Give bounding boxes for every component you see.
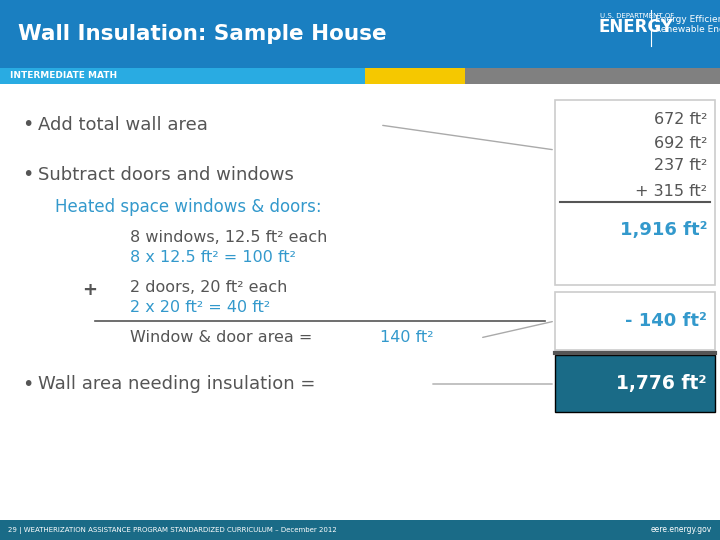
Text: Window & door area =: Window & door area =: [130, 330, 318, 346]
Text: + 315 ft²: + 315 ft²: [635, 184, 707, 199]
Text: Heated space windows & doors:: Heated space windows & doors:: [55, 198, 322, 216]
Bar: [365, 68, 465, 84]
Text: 672 ft²: 672 ft²: [654, 112, 707, 127]
Text: 8 windows, 12.5 ft² each: 8 windows, 12.5 ft² each: [130, 231, 328, 246]
Text: Energy Efficiency &: Energy Efficiency &: [655, 15, 720, 24]
Bar: [465, 68, 720, 84]
Text: - 140 ft²: - 140 ft²: [625, 312, 707, 330]
Text: 237 ft²: 237 ft²: [654, 159, 707, 173]
Text: 692 ft²: 692 ft²: [654, 136, 707, 151]
FancyBboxPatch shape: [555, 292, 715, 350]
Text: •: •: [22, 116, 33, 134]
Text: Subtract doors and windows: Subtract doors and windows: [38, 166, 294, 184]
Text: •: •: [22, 165, 33, 185]
Text: +: +: [82, 281, 97, 299]
Text: 2 doors, 20 ft² each: 2 doors, 20 ft² each: [130, 280, 287, 295]
Text: •: •: [22, 375, 33, 394]
Text: 29 | WEATHERIZATION ASSISTANCE PROGRAM STANDARDIZED CURRICULUM – December 2012: 29 | WEATHERIZATION ASSISTANCE PROGRAM S…: [8, 526, 337, 534]
Text: 140 ft²: 140 ft²: [380, 330, 433, 346]
Text: eere.energy.gov: eere.energy.gov: [651, 525, 712, 535]
Bar: [0, 520, 720, 540]
Text: Wall area needing insulation =: Wall area needing insulation =: [38, 375, 315, 393]
Text: 2 x 20 ft² = 40 ft²: 2 x 20 ft² = 40 ft²: [130, 300, 270, 315]
Text: 8 x 12.5 ft² = 100 ft²: 8 x 12.5 ft² = 100 ft²: [130, 251, 296, 266]
Bar: [0, 68, 365, 84]
Bar: [0, 84, 720, 520]
Text: Renewable Energy: Renewable Energy: [655, 25, 720, 35]
Bar: [0, 0, 720, 68]
Text: 1,916 ft²: 1,916 ft²: [619, 221, 707, 239]
Text: ENERGY: ENERGY: [598, 18, 673, 36]
FancyBboxPatch shape: [555, 100, 715, 285]
Text: INTERMEDIATE MATH: INTERMEDIATE MATH: [10, 71, 117, 80]
Text: Wall Insulation: Sample House: Wall Insulation: Sample House: [18, 24, 387, 44]
FancyBboxPatch shape: [555, 355, 715, 412]
Text: U.S. DEPARTMENT OF: U.S. DEPARTMENT OF: [600, 13, 674, 19]
Text: Add total wall area: Add total wall area: [38, 116, 208, 134]
Text: 1,776 ft²: 1,776 ft²: [616, 375, 707, 394]
